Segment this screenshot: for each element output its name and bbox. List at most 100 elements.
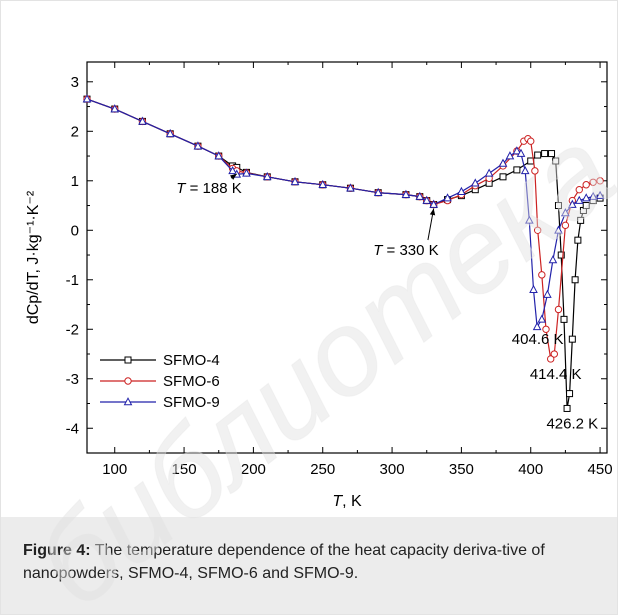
caption-body: The temperature dependence of the heat c… xyxy=(23,542,545,582)
data-point xyxy=(568,199,577,208)
data-point xyxy=(505,151,515,160)
data-point xyxy=(415,191,425,200)
data-point xyxy=(82,94,92,103)
data-point xyxy=(550,350,559,358)
data-point xyxy=(581,193,591,202)
data-point xyxy=(529,284,538,293)
series-line xyxy=(86,98,601,329)
data-point xyxy=(582,202,590,210)
data-point xyxy=(543,289,552,298)
data-point xyxy=(574,236,582,244)
data-point xyxy=(542,325,550,333)
data-point xyxy=(534,151,542,159)
figure-caption: Figure 4: The temperature dependence of … xyxy=(23,539,603,585)
data-point xyxy=(242,168,251,177)
data-point xyxy=(533,226,542,234)
data-point xyxy=(443,193,452,202)
y-tick-label: -4 xyxy=(66,420,79,437)
annotation-label: 414.4 K xyxy=(530,366,582,383)
data-point xyxy=(429,199,438,208)
data-point xyxy=(537,314,547,323)
legend-item-sfmo-9: SFMO-9 xyxy=(100,394,220,411)
x-tick-label: 200 xyxy=(241,461,266,478)
x-tick-label: 250 xyxy=(310,461,335,478)
data-point xyxy=(548,255,558,264)
data-point xyxy=(566,390,574,398)
y-tick-label: 3 xyxy=(71,74,79,91)
legend-label: SFMO-9 xyxy=(163,394,220,411)
data-point xyxy=(457,186,466,195)
x-tick-label: 450 xyxy=(588,461,613,478)
legend-marker xyxy=(124,377,132,385)
data-point xyxy=(513,166,521,174)
annotation-label: 404.6 K xyxy=(512,331,564,348)
x-tick-label: 300 xyxy=(380,461,405,478)
data-point xyxy=(548,150,556,158)
data-point xyxy=(557,251,565,259)
annotation-arrowhead xyxy=(429,208,436,216)
annotation-label: T = 188 K xyxy=(176,180,241,197)
x-tick-label: 350 xyxy=(449,461,474,478)
data-point xyxy=(547,355,555,363)
data-point xyxy=(561,208,570,217)
data-point xyxy=(560,315,568,323)
caption-label: Figure 4: xyxy=(23,542,91,559)
legend-item-sfmo-4: SFMO-4 xyxy=(100,352,220,369)
data-point xyxy=(541,150,549,158)
caption-box xyxy=(1,517,617,614)
data-point xyxy=(596,177,604,185)
data-point xyxy=(346,183,355,192)
data-point xyxy=(531,167,539,175)
data-point xyxy=(554,305,563,314)
data-point xyxy=(552,157,560,165)
annotation-label: 426.2 K xyxy=(546,415,598,432)
data-point xyxy=(499,173,507,181)
y-tick-label: -2 xyxy=(66,321,79,338)
y-tick-label: -3 xyxy=(66,371,79,388)
y-axis-label: dCp/dT, J·kg⁻¹·K⁻² xyxy=(25,190,42,324)
data-point xyxy=(582,181,590,189)
data-point xyxy=(262,171,272,181)
data-point xyxy=(516,148,526,157)
legend-label: SFMO-6 xyxy=(163,373,220,390)
y-tick-label: 2 xyxy=(71,123,79,140)
legend-label: SFMO-4 xyxy=(163,352,220,369)
data-point xyxy=(527,137,535,145)
data-point xyxy=(595,190,605,199)
x-tick-label: 100 xyxy=(102,461,127,478)
y-tick-label: -1 xyxy=(66,272,79,289)
legend-marker xyxy=(123,397,133,406)
data-point xyxy=(589,178,597,186)
data-point xyxy=(525,215,534,224)
legend-marker xyxy=(124,356,132,364)
data-point xyxy=(512,146,522,155)
x-axis-label: T, K xyxy=(332,493,362,510)
data-point xyxy=(165,128,175,138)
data-point xyxy=(538,271,546,279)
data-point xyxy=(554,202,562,210)
y-tick-label: 0 xyxy=(71,222,79,239)
data-point xyxy=(588,191,598,200)
x-tick-label: 150 xyxy=(172,461,197,478)
data-point xyxy=(577,216,585,224)
data-point xyxy=(318,179,328,189)
annotation-arrowhead xyxy=(229,173,237,180)
data-point xyxy=(290,176,300,186)
data-point xyxy=(554,225,563,234)
data-point xyxy=(228,166,237,175)
legend-item-sfmo-6: SFMO-6 xyxy=(100,373,220,390)
data-point xyxy=(214,151,224,160)
plot-area xyxy=(86,61,608,454)
data-point xyxy=(563,404,571,412)
data-point xyxy=(575,185,583,194)
data-point xyxy=(373,187,383,196)
series-sfmo-6 xyxy=(83,95,604,363)
data-point xyxy=(401,189,411,198)
data-point xyxy=(498,158,508,167)
y-tick-label: 1 xyxy=(71,173,79,190)
data-point xyxy=(484,168,494,177)
series-sfmo-9 xyxy=(82,94,605,331)
data-point xyxy=(193,141,203,150)
data-point xyxy=(110,104,120,113)
